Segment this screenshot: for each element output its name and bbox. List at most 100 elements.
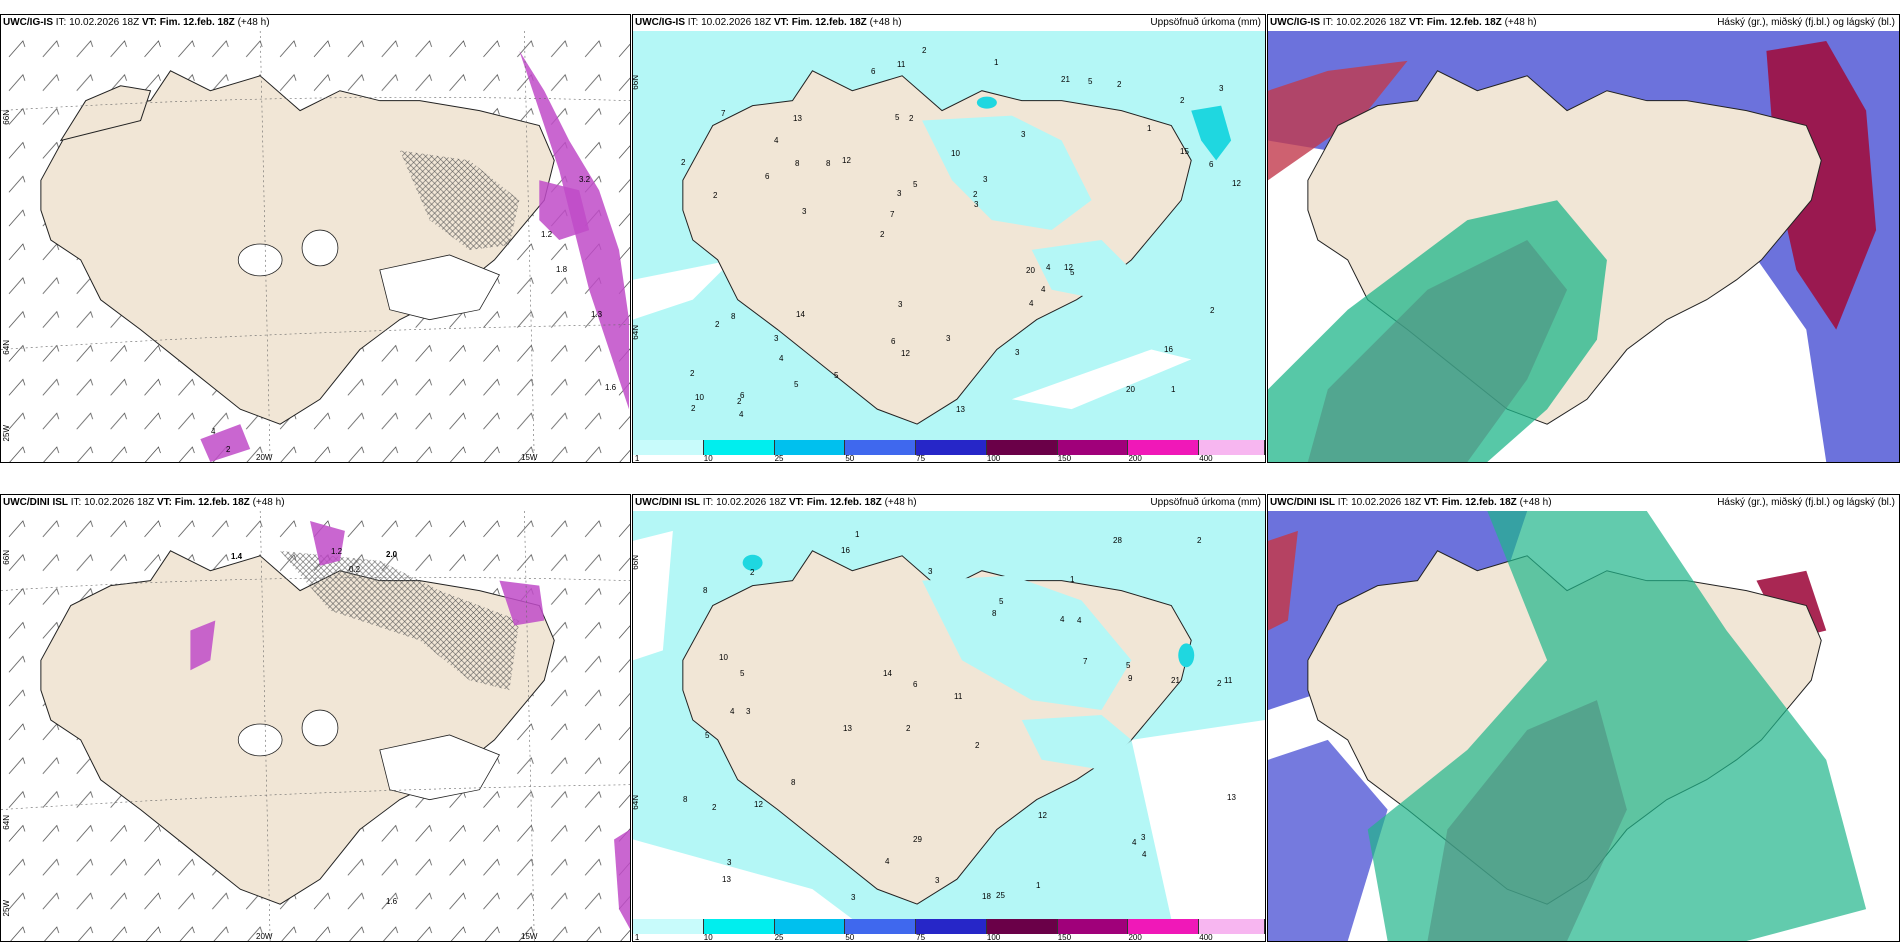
colorbar-tick: 150 bbox=[1057, 933, 1072, 942]
precip-value-label: 5 bbox=[913, 180, 918, 189]
precip-value-label: 2 bbox=[1197, 536, 1202, 545]
precip-value-label: 2 bbox=[690, 369, 695, 378]
colorbar-segment bbox=[1199, 440, 1265, 455]
colorbar-segment bbox=[633, 919, 704, 934]
precip-value-label: 5 bbox=[740, 669, 745, 678]
precip-value-label: 5 bbox=[794, 380, 799, 389]
vt-label: VT: bbox=[156, 497, 172, 508]
panel-header: UWC/DINI ISL IT: 10.02.2026 18Z VT: Fim.… bbox=[1270, 496, 1895, 510]
panel-title: Háský (gr.), miðský (fj.bl.) og lágský (… bbox=[1717, 497, 1895, 508]
precip-value-label: 11 bbox=[897, 60, 906, 69]
map-svg bbox=[633, 31, 1265, 440]
precip-value-label: 1 bbox=[1171, 385, 1176, 394]
value-label: 1.6 bbox=[386, 897, 398, 906]
precip-value-label: 2 bbox=[973, 190, 978, 199]
vt-label: VT: bbox=[1408, 17, 1424, 28]
colorbar-segment bbox=[1057, 919, 1129, 934]
precip-value-label: 2 bbox=[713, 191, 718, 200]
snowfall-purple bbox=[310, 520, 345, 566]
colorbar-tick: 25 bbox=[774, 933, 784, 942]
precip-value-label: 2 bbox=[715, 320, 720, 329]
precip-value-label: 5 bbox=[1126, 661, 1131, 670]
no-precip-area bbox=[633, 530, 673, 661]
precip-colorbar: 1 10 25 50 75 100 150 200 400 bbox=[633, 440, 1265, 462]
colorbar-segment bbox=[1057, 440, 1129, 455]
precip-over-land bbox=[1031, 239, 1132, 300]
value-label: 0.2 bbox=[349, 565, 361, 574]
precip-value-label: 6 bbox=[740, 391, 745, 400]
colorbar-tick: 75 bbox=[916, 454, 926, 463]
precip-value-label: 2 bbox=[1210, 306, 1215, 315]
precip-value-label: 21 bbox=[1061, 75, 1070, 84]
precip-value-label: 8 bbox=[795, 159, 800, 168]
value-label: 2.0 bbox=[386, 550, 398, 559]
precip-value-label: 8 bbox=[992, 609, 997, 618]
precip-value-label: 16 bbox=[1164, 345, 1173, 354]
precip-value-label: 3 bbox=[1021, 130, 1026, 139]
precip-value-label: 3 bbox=[802, 207, 807, 216]
precip-value-label: 2 bbox=[1180, 96, 1185, 105]
colorbar-tick: 100 bbox=[986, 933, 1001, 942]
colorbar-tick: 75 bbox=[916, 933, 926, 942]
lon-label: 15W bbox=[521, 453, 538, 462]
precip-value-label: 10 bbox=[719, 653, 728, 662]
precip-value-label: 3 bbox=[1015, 348, 1020, 357]
lon-label: 15W bbox=[521, 932, 538, 941]
map-clouds bbox=[1268, 31, 1899, 462]
lead-time: (+48 h) bbox=[884, 497, 917, 508]
precip-value-label: 16 bbox=[841, 546, 850, 555]
precip-value-label: 5 bbox=[705, 731, 710, 740]
colorbar-segment bbox=[845, 440, 917, 455]
no-precip-area bbox=[633, 839, 853, 919]
snowfall-purple bbox=[499, 580, 545, 626]
precip-value-label: 3 bbox=[851, 893, 856, 902]
vt-value: Fim. 12.feb. 18Z bbox=[1441, 497, 1517, 508]
colorbar-segment bbox=[1128, 440, 1200, 455]
precip-value-label: 25 bbox=[996, 891, 1005, 900]
model-name: UWC/IG-IS bbox=[1270, 17, 1320, 28]
it-value: 10.02.2026 18Z bbox=[701, 17, 772, 28]
precip-value-label: 10 bbox=[695, 393, 704, 402]
high-cloud-overlap bbox=[1307, 240, 1568, 462]
precip-value-label: 6 bbox=[765, 172, 770, 181]
precip-value-label: 1 bbox=[994, 58, 999, 67]
precip-value-label: 4 bbox=[1142, 850, 1147, 859]
lat-label: 66N bbox=[632, 555, 640, 570]
precip-value-label: 9 bbox=[1128, 674, 1133, 683]
high-cloud-overlap bbox=[1427, 700, 1627, 941]
precip-value-label: 4 bbox=[1029, 299, 1034, 308]
value-label: 4 bbox=[211, 427, 216, 436]
colorbar-tick: 150 bbox=[1057, 454, 1072, 463]
map-precip bbox=[633, 31, 1265, 440]
snowfall-purple bbox=[614, 829, 630, 930]
lead-time: (+48 h) bbox=[252, 497, 285, 508]
colorbar-tick: 50 bbox=[845, 933, 855, 942]
precip-value-label: 3 bbox=[928, 567, 933, 576]
panel-header: UWC/IG-IS IT: 10.02.2026 18Z VT: Fim. 12… bbox=[1270, 16, 1895, 30]
precip-value-label: 2 bbox=[975, 741, 980, 750]
lat-label: 64N bbox=[632, 795, 640, 810]
glacier bbox=[301, 709, 339, 747]
panel-r1-clouds: UWC/IG-IS IT: 10.02.2026 18Z VT: Fim. 12… bbox=[1267, 14, 1900, 463]
colorbar-segment bbox=[774, 919, 846, 934]
snowfall-purple bbox=[200, 424, 251, 462]
precip-value-label: 13 bbox=[793, 114, 802, 123]
lat-label: 25W bbox=[2, 425, 11, 442]
it-value: 10.02.2026 18Z bbox=[1351, 497, 1422, 508]
precip-value-label: 8 bbox=[683, 795, 688, 804]
precip-value-label: 13 bbox=[722, 875, 731, 884]
map-svg bbox=[1, 31, 630, 462]
precip-value-label: 29 bbox=[913, 835, 922, 844]
colorbar-segment bbox=[916, 919, 987, 934]
panel-r1-precip: UWC/IG-IS IT: 10.02.2026 18Z VT: Fim. 12… bbox=[632, 14, 1266, 463]
precip-value-label: 5 bbox=[999, 597, 1004, 606]
precip-value-label: 7 bbox=[721, 109, 726, 118]
colorbar-tick: 100 bbox=[986, 454, 1001, 463]
lat-label: 64N bbox=[632, 325, 640, 340]
panel-title: Uppsöfnuð úrkoma (mm) bbox=[1150, 17, 1261, 28]
precip-value-label: 11 bbox=[954, 692, 963, 701]
value-label: 1.8 bbox=[556, 265, 568, 274]
vt-value: Fim. 12.feb. 18Z bbox=[174, 497, 250, 508]
colorbar-tick: 200 bbox=[1128, 933, 1142, 942]
precip-value-label: 4 bbox=[1046, 263, 1051, 272]
